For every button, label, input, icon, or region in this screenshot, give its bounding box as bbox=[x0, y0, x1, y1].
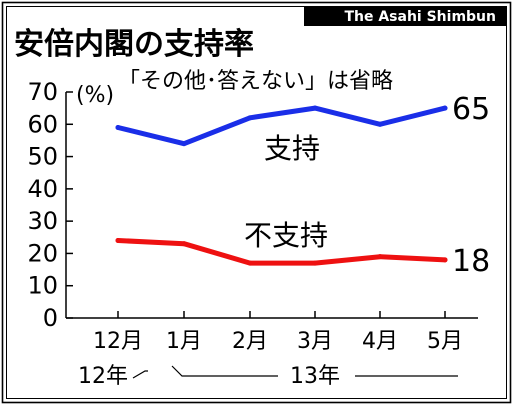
data-point bbox=[115, 125, 121, 131]
data-point bbox=[442, 257, 448, 263]
x-tick-label: 4月 bbox=[362, 329, 398, 354]
year-label-13: 13年 bbox=[290, 364, 340, 389]
series-name-label: 支持 bbox=[264, 132, 320, 165]
y-tick-label: 0 bbox=[43, 304, 58, 332]
year-divider-left bbox=[132, 370, 148, 379]
data-point bbox=[247, 260, 253, 266]
y-tick-label: 20 bbox=[27, 239, 58, 267]
data-point bbox=[377, 121, 383, 127]
y-tick-label: 10 bbox=[27, 272, 58, 300]
x-tick-label: 3月 bbox=[297, 329, 333, 354]
data-point bbox=[442, 105, 448, 111]
year-label-12: 12年 bbox=[78, 364, 128, 389]
y-tick-label: 40 bbox=[27, 175, 58, 203]
data-point bbox=[247, 115, 253, 121]
series-name-label: 不支持 bbox=[244, 219, 328, 252]
data-point bbox=[181, 141, 187, 147]
x-tick-label: 1月 bbox=[166, 329, 202, 354]
chart-title: 安倍内閣の支持率 bbox=[14, 27, 254, 62]
x-tick-label: 12月 bbox=[93, 329, 143, 354]
data-point bbox=[377, 254, 383, 260]
data-point bbox=[312, 260, 318, 266]
x-ticks: 12月 1月 2月 3月 4月 5月 bbox=[93, 311, 463, 354]
data-point bbox=[181, 241, 187, 247]
series-group: 支持 65 不支持 18 bbox=[115, 92, 490, 279]
y-ticks: 0 10 20 30 40 50 60 70 bbox=[27, 78, 73, 332]
unit-label: (%) bbox=[76, 83, 114, 108]
source-bar bbox=[304, 6, 507, 26]
y-tick-label: 70 bbox=[27, 78, 58, 106]
inner-frame bbox=[6, 6, 507, 399]
year-bracket-left bbox=[171, 365, 278, 377]
data-point bbox=[312, 105, 318, 111]
exclusion-note: 「その他･答えない」は省略 bbox=[118, 69, 393, 94]
y-tick-label: 50 bbox=[27, 143, 58, 171]
y-tick-label: 30 bbox=[27, 207, 58, 235]
series-line-1 bbox=[115, 105, 448, 147]
data-point bbox=[115, 238, 121, 244]
series-end-label: 18 bbox=[452, 244, 490, 279]
x-tick-label: 2月 bbox=[232, 329, 268, 354]
series-end-label: 65 bbox=[452, 92, 490, 127]
source-label: The Asahi Shimbun bbox=[344, 9, 496, 25]
x-tick-label: 5月 bbox=[427, 329, 463, 354]
series-line-2 bbox=[115, 238, 448, 266]
y-tick-label: 60 bbox=[27, 110, 58, 138]
